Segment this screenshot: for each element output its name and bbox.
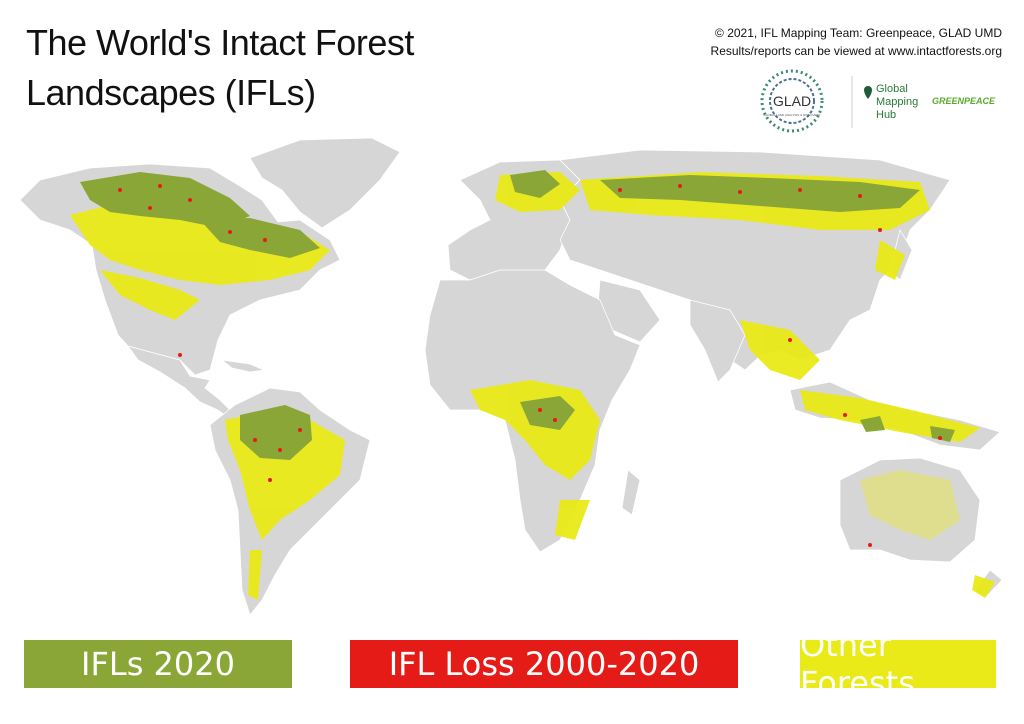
legend-ifl-loss: IFL Loss 2000-2020	[350, 640, 738, 688]
india	[689, 299, 746, 383]
credits: © 2021, IFL Mapping Team: Greenpeace, GL…	[711, 24, 1002, 60]
map-title: The World's Intact Forest Landscapes (IF…	[26, 18, 414, 118]
glad-logo: GLAD GLOBAL LAND ANALYSIS & DISCOVERY	[760, 69, 824, 133]
hub-text-line-1: Global	[876, 83, 908, 95]
glad-logo-subtext: GLOBAL LAND ANALYSIS & DISCOVERY	[763, 113, 820, 117]
results-url-text: Results/reports can be viewed at www.int…	[710, 44, 1002, 58]
legend-ifl-loss-label: IFL Loss 2000-2020	[388, 645, 700, 683]
map-pin-icon	[864, 86, 872, 99]
caribbean	[220, 359, 266, 373]
map-title-line-2: Landscapes (IFLs)	[26, 72, 316, 113]
partner-logos: GLAD GLOBAL LAND ANALYSIS & DISCOVERY Gl…	[760, 69, 996, 133]
ifl-loss-layer	[118, 184, 942, 547]
australia	[839, 457, 981, 563]
greenpeace-logo: GREENPEACE	[932, 96, 996, 106]
map-title-line-1: The World's Intact Forest	[26, 22, 414, 63]
legend-other-forests: Other Forests	[800, 626, 996, 702]
glad-logo-text: GLAD	[773, 93, 811, 109]
legend-ifl-2020: IFLs 2020	[24, 640, 292, 688]
hub-text-line-2: Mapping	[876, 96, 918, 108]
madagascar	[621, 469, 641, 516]
global-mapping-hub-logo: Global Mapping Hub	[864, 83, 918, 121]
legend-ifl-2020-label: IFLs 2020	[81, 645, 235, 683]
hub-text-line-3: Hub	[876, 109, 896, 121]
legend-other-forests-label: Other Forests	[800, 626, 915, 702]
world-forest-map	[19, 137, 1003, 616]
greenland	[249, 137, 401, 229]
copyright-text: © 2021, IFL Mapping Team: Greenpeace, GL…	[715, 26, 1002, 40]
